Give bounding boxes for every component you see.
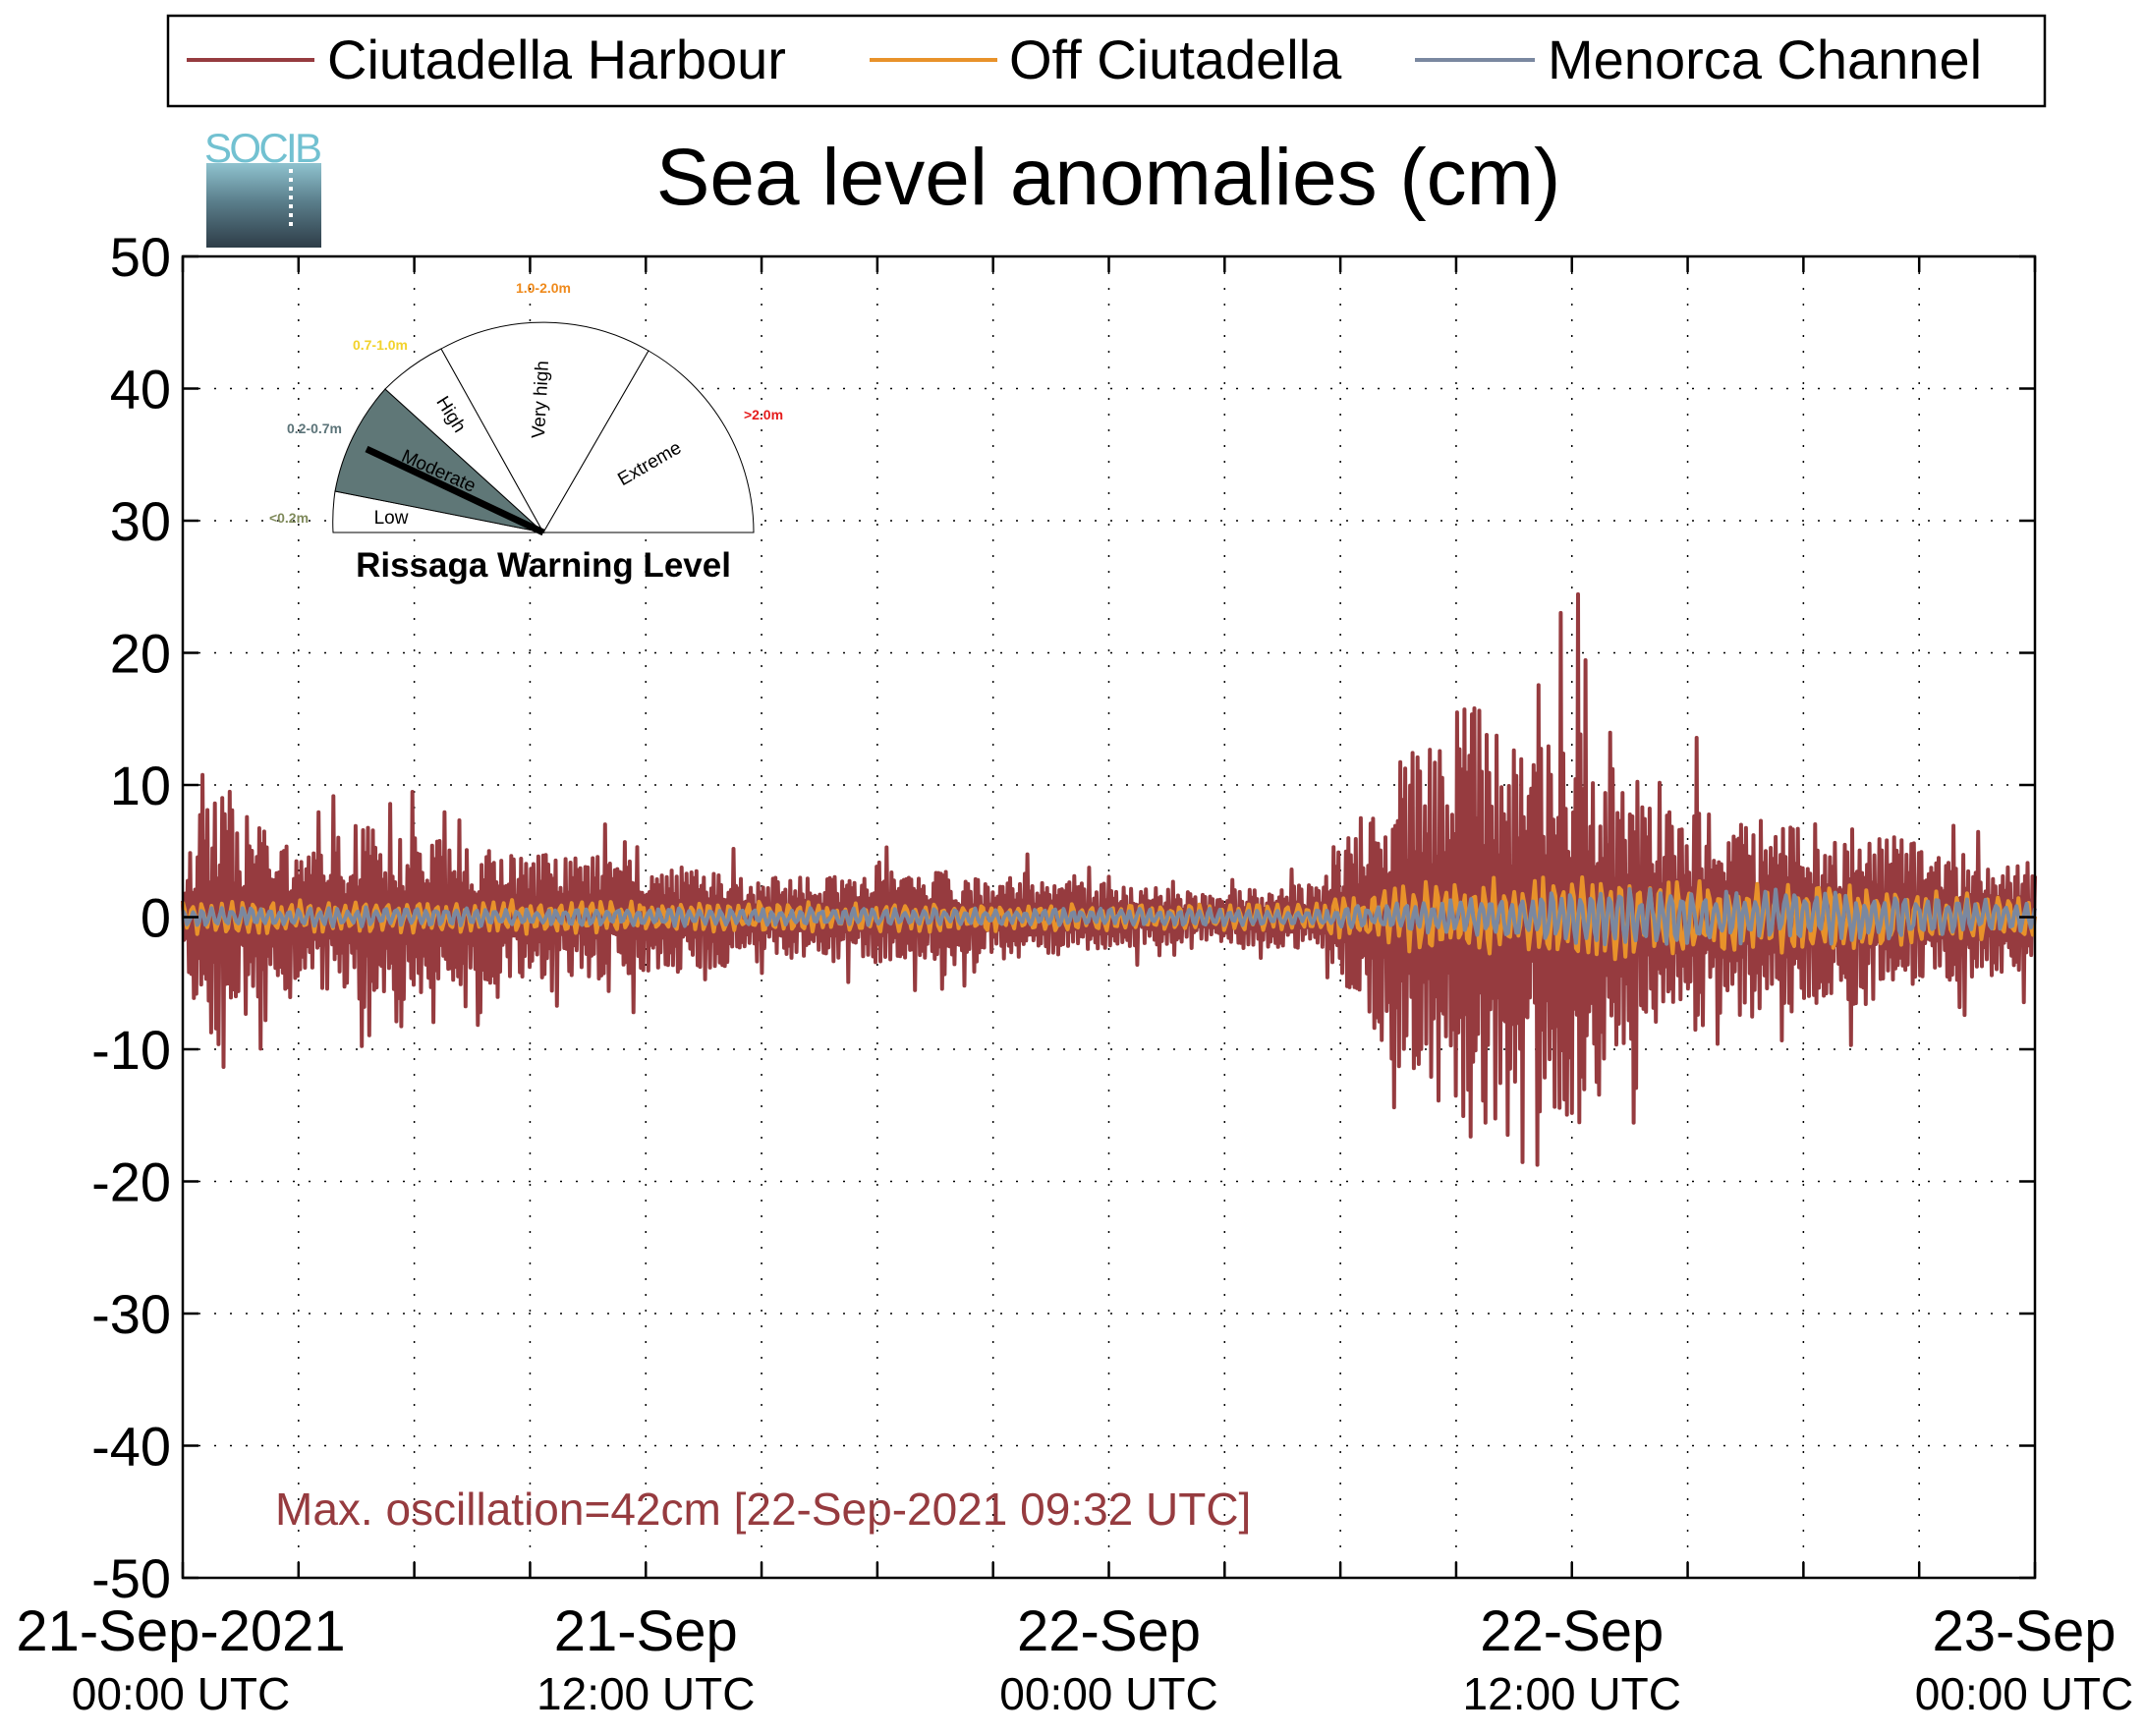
legend-label-ciutadella-harbour: Ciutadella Harbour <box>327 28 786 90</box>
y-tick-label: 20 <box>110 623 171 685</box>
legend-item-off-ciutadella: Off Ciutadella <box>870 28 1342 90</box>
x-tick-label-time: 00:00 UTC <box>999 1668 1217 1719</box>
x-tick-label-time: 12:00 UTC <box>536 1668 755 1719</box>
series-line-menorca-channel <box>181 887 2037 947</box>
y-tick-label: -10 <box>91 1019 171 1081</box>
x-tick-label-date: 22-Sep <box>1017 1599 1201 1663</box>
y-tick-label: 40 <box>110 359 171 420</box>
max-oscillation-annotation: Max. oscillation=42cm [22-Sep-2021 09:32… <box>275 1484 1251 1535</box>
y-tick-label: -20 <box>91 1151 171 1213</box>
y-tick-label: -50 <box>91 1547 171 1609</box>
gauge-label-low: Low <box>374 508 409 529</box>
x-tick-label-time: 12:00 UTC <box>1463 1668 1681 1719</box>
gauge-sector-very-high <box>440 321 649 534</box>
legend-box <box>166 14 2047 108</box>
y-tick-label: 50 <box>110 226 171 288</box>
gauge-title: Rissaga Warning Level <box>356 546 731 585</box>
x-tick-label-date: 23-Sep <box>1932 1599 2116 1663</box>
y-tick-label: 10 <box>110 755 171 816</box>
socib-logo-block <box>206 163 321 248</box>
gauge-range-extreme: >2.0m <box>744 407 783 422</box>
legend-label-off-ciutadella: Off Ciutadella <box>1009 28 1342 90</box>
y-tick-label: 30 <box>110 490 171 552</box>
x-tick-label-time: 00:00 UTC <box>72 1668 290 1719</box>
gauge-range-high: 0.7-1.0m <box>353 337 408 353</box>
x-tick-label-date: 21-Sep <box>554 1599 738 1663</box>
y-tick-label: 0 <box>141 887 171 949</box>
chart-title: Sea level anomalies (cm) <box>656 133 1561 222</box>
legend-item-ciutadella-harbour: Ciutadella Harbour <box>187 28 786 90</box>
socib-logo: SOCIB <box>204 125 322 248</box>
gauge-range-very-high: 1.0-2.0m <box>516 280 571 296</box>
gauge-sector-extreme <box>542 350 755 533</box>
x-tick-label-date: 22-Sep <box>1480 1599 1664 1663</box>
y-tick-label: -40 <box>91 1416 171 1478</box>
legend-item-menorca-channel: Menorca Channel <box>1415 28 1982 90</box>
x-tick-label-date: 21-Sep-2021 <box>16 1599 345 1663</box>
gauge-sector-moderate <box>334 388 545 533</box>
x-tick-label-time: 00:00 UTC <box>1915 1668 2133 1719</box>
axis-ticks <box>181 254 2037 1580</box>
series-line-ciutadella-harbour <box>181 591 2037 1167</box>
plot-series <box>181 591 2037 1167</box>
legend: Ciutadella Harbour Off Ciutadella Menorc… <box>166 14 2047 108</box>
socib-logo-text: SOCIB <box>204 125 322 171</box>
gauge-needle <box>365 445 545 536</box>
y-tick-label: -30 <box>91 1283 171 1345</box>
y-axis-tick-labels: 50 40 30 20 10 0 -10 -20 -30 -40 -50 <box>91 226 171 1609</box>
gauge-range-low: <0.2m <box>269 510 309 526</box>
rissaga-warning-gauge: Low Moderate High Very high Extreme <0.2… <box>269 280 783 585</box>
gauge-label-very-high: Very high <box>529 361 553 439</box>
gauge-range-moderate: 0.2-0.7m <box>287 420 342 436</box>
legend-label-menorca-channel: Menorca Channel <box>1548 28 1982 90</box>
